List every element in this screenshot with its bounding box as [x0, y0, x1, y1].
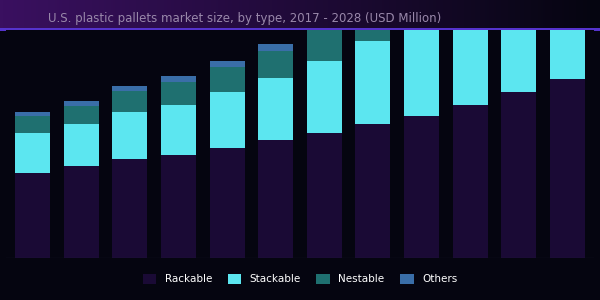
Bar — [161, 155, 196, 258]
Bar — [307, 61, 342, 133]
Bar — [112, 112, 148, 159]
Bar — [550, 79, 585, 258]
Bar — [355, 0, 391, 5]
Bar — [64, 106, 99, 124]
Bar — [161, 76, 196, 82]
Bar — [501, 92, 536, 258]
Bar — [550, 0, 585, 79]
Bar — [404, 116, 439, 258]
Bar — [258, 51, 293, 78]
Bar — [15, 133, 50, 172]
Bar — [404, 21, 439, 116]
Bar — [64, 166, 99, 258]
Bar — [15, 116, 50, 133]
Bar — [112, 159, 148, 258]
Bar — [501, 0, 536, 92]
Bar — [112, 86, 148, 91]
Bar — [355, 41, 391, 124]
Bar — [209, 61, 245, 67]
Bar — [209, 67, 245, 92]
Bar — [161, 82, 196, 104]
Text: U.S. plastic pallets market size, by type, 2017 - 2028 (USD Million): U.S. plastic pallets market size, by typ… — [48, 12, 441, 25]
Bar — [112, 91, 148, 112]
Bar — [15, 112, 50, 116]
Bar — [64, 101, 99, 106]
Legend: Rackable, Stackable, Nestable, Others: Rackable, Stackable, Nestable, Others — [143, 274, 457, 284]
Bar — [209, 92, 245, 148]
Bar — [355, 124, 391, 258]
Bar — [258, 140, 293, 258]
Bar — [64, 124, 99, 166]
Bar — [161, 104, 196, 155]
Bar — [355, 5, 391, 41]
Bar — [452, 104, 488, 258]
Bar — [307, 29, 342, 61]
Bar — [307, 133, 342, 258]
Bar — [258, 78, 293, 140]
Bar — [404, 0, 439, 21]
Bar — [258, 44, 293, 51]
Bar — [15, 172, 50, 258]
Bar — [307, 22, 342, 29]
Bar — [209, 148, 245, 258]
Bar — [452, 0, 488, 104]
